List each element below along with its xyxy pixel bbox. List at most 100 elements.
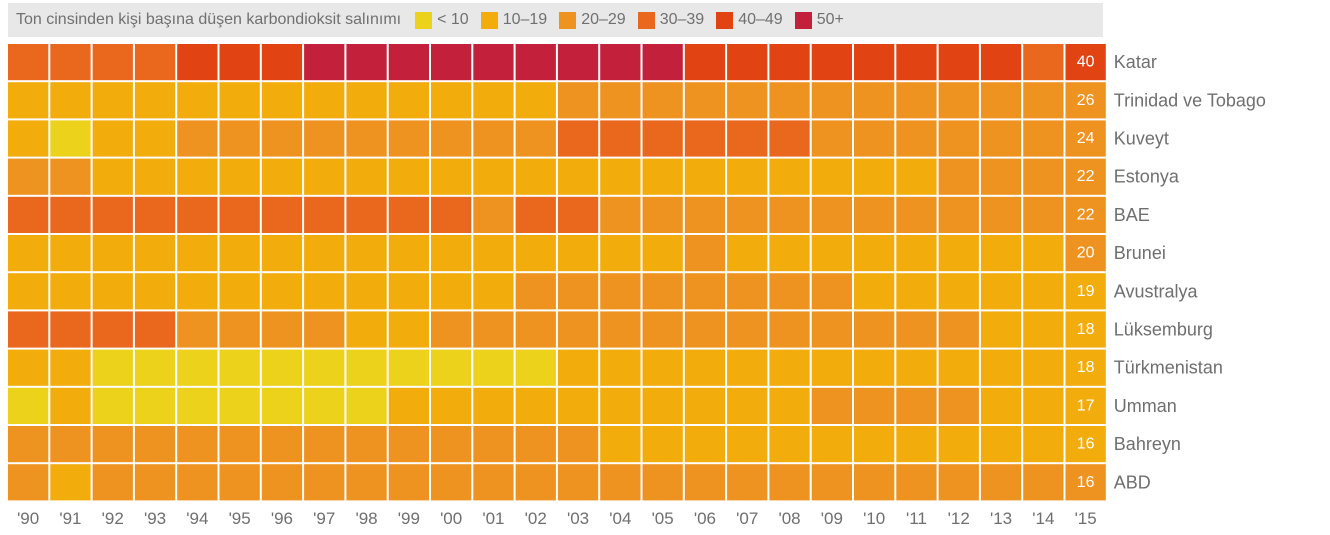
heatmap-cell xyxy=(304,349,345,386)
heatmap-cell xyxy=(388,196,429,233)
heatmap-cell xyxy=(92,273,133,310)
heatmap-cell xyxy=(50,426,91,463)
heatmap-cell xyxy=(769,387,810,424)
heatmap-cell xyxy=(684,82,726,119)
heatmap-cell xyxy=(1023,349,1064,386)
heatmap-cell xyxy=(684,120,726,157)
country-label: Umman xyxy=(1114,396,1177,416)
legend-title: Ton cinsinden kişi başına düşen karbondi… xyxy=(16,11,402,28)
heatmap-cell xyxy=(177,349,218,386)
country-label: ABD xyxy=(1114,472,1151,492)
heatmap-cell xyxy=(388,387,429,424)
heatmap-cell xyxy=(854,158,895,195)
heatmap-cell xyxy=(388,235,429,272)
heatmap-cell xyxy=(938,349,979,386)
heatmap-cell xyxy=(134,158,176,195)
heatmap-cell xyxy=(980,464,1022,501)
heatmap-cell xyxy=(1065,82,1106,119)
heatmap-cell xyxy=(811,158,852,195)
heatmap-cell xyxy=(304,235,345,272)
heatmap-cell xyxy=(8,235,49,272)
heatmap-cell xyxy=(600,349,641,386)
legend-label: < 10 xyxy=(437,11,469,28)
heatmap-cell xyxy=(557,120,599,157)
heatmap-cell xyxy=(811,120,852,157)
heatmap-cell xyxy=(177,158,218,195)
heatmap-cell xyxy=(896,426,937,463)
heatmap-cell xyxy=(811,426,852,463)
year-tick-label: '15 xyxy=(1075,509,1097,528)
heatmap-cell xyxy=(261,196,303,233)
row-value-label: 22 xyxy=(1077,168,1095,185)
heatmap-cell xyxy=(177,387,218,424)
heatmap-cell xyxy=(219,158,260,195)
year-tick-label: '98 xyxy=(355,509,377,528)
heatmap-cell xyxy=(134,82,176,119)
heatmap-cell xyxy=(854,235,895,272)
heatmap-cell xyxy=(431,387,472,424)
heatmap-cell xyxy=(50,464,91,501)
heatmap-cell xyxy=(769,426,810,463)
heatmap-cell xyxy=(854,273,895,310)
heatmap-cell xyxy=(1023,464,1064,501)
heatmap-cell xyxy=(727,44,768,81)
heatmap-cell xyxy=(8,273,49,310)
heatmap-cell xyxy=(8,387,49,424)
legend-swatch xyxy=(559,11,577,29)
legend-label: 20–29 xyxy=(581,11,626,28)
heatmap-cell xyxy=(473,82,514,119)
heatmap-cell xyxy=(8,464,49,501)
heatmap-cell xyxy=(388,273,429,310)
heatmap-cell xyxy=(134,44,176,81)
heatmap-cell xyxy=(219,120,260,157)
year-tick-label: '09 xyxy=(821,509,843,528)
heatmap-cell xyxy=(8,82,49,119)
heatmap-cell xyxy=(854,464,895,501)
heatmap-cell xyxy=(1065,235,1106,272)
heatmap-cell xyxy=(8,196,49,233)
heatmap-cell xyxy=(431,464,472,501)
heatmap-cell xyxy=(684,44,726,81)
heatmap-cell xyxy=(557,464,599,501)
heatmap-cell xyxy=(727,426,768,463)
heatmap-cell xyxy=(600,196,641,233)
heatmap-cell xyxy=(8,158,49,195)
heatmap-cell xyxy=(92,311,133,348)
row-value-label: 16 xyxy=(1077,474,1095,491)
heatmap-cell xyxy=(1023,273,1064,310)
heatmap-cell xyxy=(473,44,514,81)
heatmap-cell xyxy=(261,235,303,272)
heatmap-cell xyxy=(811,311,852,348)
legend-item-50-plus: 50+ xyxy=(794,11,844,29)
heatmap-cell xyxy=(177,120,218,157)
heatmap-cell xyxy=(1065,273,1106,310)
heatmap-cell xyxy=(642,235,683,272)
heatmap-cell xyxy=(980,82,1022,119)
heatmap-cell xyxy=(938,273,979,310)
heatmap-cell xyxy=(388,426,429,463)
heatmap-cell xyxy=(473,158,514,195)
heatmap-cell xyxy=(600,235,641,272)
heatmap-cell xyxy=(261,273,303,310)
row-value-label: 40 xyxy=(1077,54,1095,71)
heatmap-cell xyxy=(431,349,472,386)
heatmap-cell xyxy=(557,349,599,386)
legend-label: 10–19 xyxy=(502,11,548,28)
heatmap-cell xyxy=(177,235,218,272)
heatmap-cell xyxy=(727,349,768,386)
country-label: BAE xyxy=(1114,205,1150,225)
country-label: Trinidad ve Tobago xyxy=(1114,90,1266,110)
heatmap-cell xyxy=(557,273,599,310)
heatmap-cell xyxy=(980,196,1022,233)
heatmap-cell xyxy=(92,158,133,195)
heatmap-cell xyxy=(938,158,979,195)
heatmap-cell xyxy=(600,120,641,157)
heatmap-cell xyxy=(854,349,895,386)
heatmap-cell xyxy=(938,311,979,348)
heatmap-cell xyxy=(388,44,429,81)
heatmap-cell xyxy=(1023,196,1064,233)
heatmap-cell xyxy=(1023,311,1064,348)
heatmap-cell xyxy=(600,387,641,424)
heatmap-cell xyxy=(92,349,133,386)
heatmap-cell xyxy=(177,44,218,81)
